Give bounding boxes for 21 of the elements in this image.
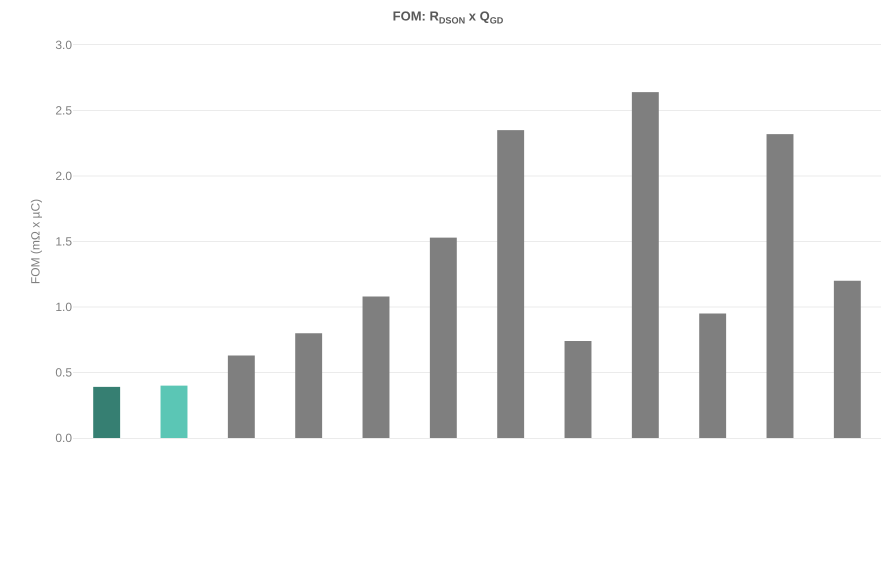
bar [497,130,524,438]
bar [699,314,726,438]
bar [766,134,794,438]
bar [632,92,659,438]
bar [564,341,592,438]
bar [160,386,188,438]
y-tick-label: 2.0 [55,169,72,184]
bar [93,386,120,438]
y-tick-label: 1.5 [55,234,72,249]
bar [228,355,255,438]
y-tick-label: 0.0 [55,431,72,446]
y-tick-label: 3.0 [55,38,72,52]
y-axis-title: FOM (mΩ x µC) [28,198,43,284]
bar [295,333,322,438]
bar [430,238,457,438]
bar [362,296,390,438]
y-tick-label: 0.5 [55,366,72,380]
chart-title: FOM: R$_{DSON}$ x Q$_{GD}$ [392,8,504,26]
y-tick-label: 2.5 [55,104,72,118]
bar [834,280,861,438]
y-tick-label: 1.0 [55,300,72,314]
